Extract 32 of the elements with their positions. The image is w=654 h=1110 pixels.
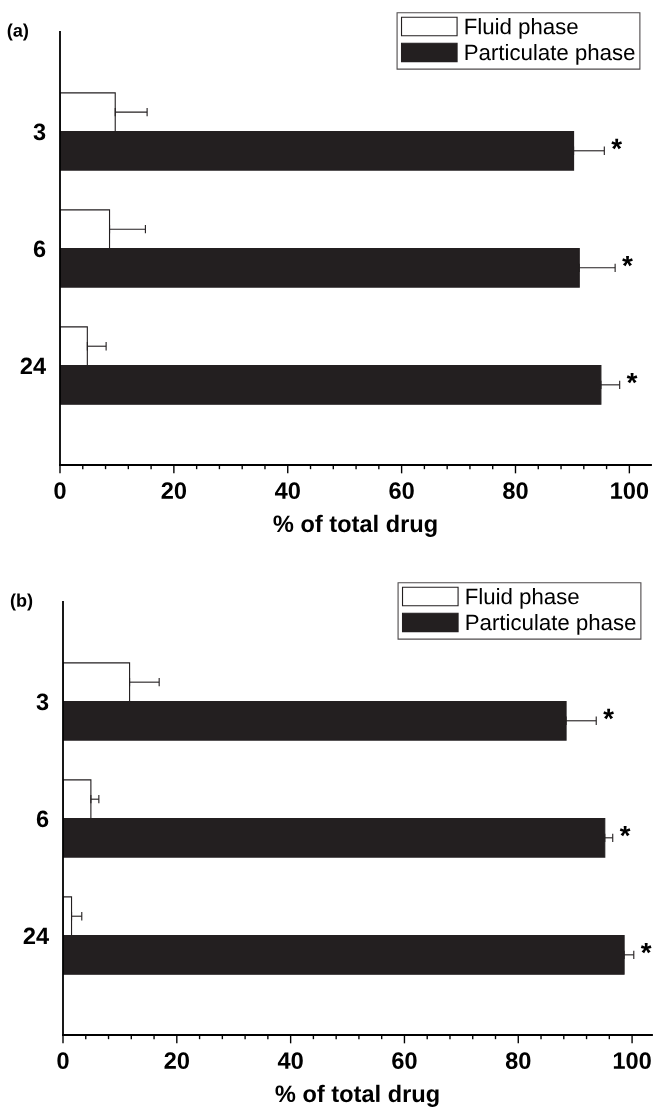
y-tick-label: 24 xyxy=(23,927,49,945)
x-tick-label: 80 xyxy=(503,482,528,500)
x-tick-label: 0 xyxy=(54,482,66,500)
annotation: * xyxy=(619,825,631,837)
annotation: * xyxy=(626,372,638,384)
legend-label: Particulate phase xyxy=(466,613,636,635)
x-tick-label: 0 xyxy=(57,1052,69,1070)
y-tick-label: 3 xyxy=(36,693,49,711)
y-tick-label: 6 xyxy=(33,240,46,258)
x-tick-label: 100 xyxy=(613,1052,651,1070)
x-axis-title: % of total drug xyxy=(275,1084,439,1107)
x-tick-label: 80 xyxy=(505,1052,531,1070)
y-tick-label: 24 xyxy=(20,357,46,375)
x-tick-label: 20 xyxy=(164,1052,189,1070)
annotation: * xyxy=(603,708,614,720)
x-tick-label: 60 xyxy=(389,482,414,500)
annotation: * xyxy=(640,942,652,954)
annotation: * xyxy=(622,255,633,267)
chart-title: (b) xyxy=(10,593,33,611)
x-tick-label: 60 xyxy=(392,1052,417,1070)
legend-label: Particulate phase xyxy=(465,43,635,65)
x-tick-label: 40 xyxy=(274,482,300,500)
y-tick-label: 6 xyxy=(36,810,49,828)
x-axis-title: % of total drug xyxy=(273,514,437,537)
legend-label: Fluid phase xyxy=(466,588,579,609)
annotation: * xyxy=(611,138,623,150)
chart-title: (a) xyxy=(7,23,28,41)
x-tick-label: 20 xyxy=(161,482,187,500)
x-tick-label: 100 xyxy=(611,482,649,500)
y-tick-label: 3 xyxy=(33,123,46,141)
x-tick-label: 40 xyxy=(277,1052,303,1070)
legend-label: Fluid phase xyxy=(465,18,578,39)
